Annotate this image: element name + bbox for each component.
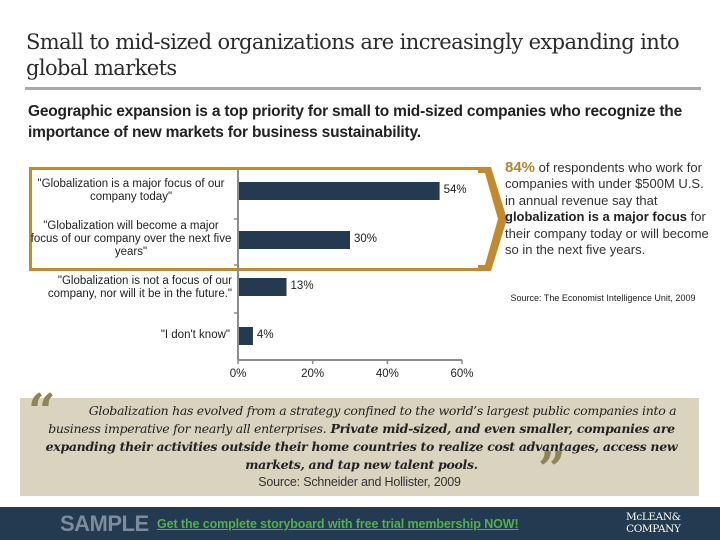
value-label-0: 54% bbox=[443, 184, 467, 196]
x-tick-label-1: 20% bbox=[301, 368, 325, 380]
category-label-0: "Globalization is a major focus of our c… bbox=[37, 178, 225, 203]
trial-membership-link[interactable]: Get the complete storyboard with free tr… bbox=[157, 517, 519, 531]
value-label-2: 13% bbox=[290, 280, 314, 292]
x-tick-label-3: 60% bbox=[450, 368, 474, 380]
side-note-text-2: for their company today or will become s… bbox=[505, 209, 709, 258]
quote-source: Source: Schneider and Hollister, 2009 bbox=[258, 475, 461, 489]
close-quote-icon: ” bbox=[538, 442, 566, 498]
page-title: Small to mid-sized organizations are inc… bbox=[26, 30, 680, 80]
side-note-text-1: of respondents who work for companies wi… bbox=[505, 160, 704, 208]
highlight-percent: 84% bbox=[505, 159, 536, 176]
quote-part-1: Globalization has evolved from a strateg… bbox=[48, 403, 677, 436]
company-logo: McLEAN& COMPANY bbox=[626, 511, 681, 535]
quote-text: Globalization has evolved from a strateg… bbox=[34, 402, 689, 474]
x-tick-label-2: 40% bbox=[375, 368, 399, 380]
logo-line-1: McLEAN& bbox=[626, 511, 681, 523]
bar-1 bbox=[239, 231, 350, 249]
sample-label: SAMPLE bbox=[60, 511, 149, 536]
value-label-1: 30% bbox=[354, 233, 378, 245]
category-label-2: "Globalization is not a focus of our com… bbox=[47, 275, 232, 300]
highlight-chevron bbox=[478, 167, 507, 271]
bar-3 bbox=[239, 327, 253, 345]
page-subtitle: Geographic expansion is a top priority f… bbox=[28, 103, 682, 141]
quote-box: “ Globalization has evolved from a strat… bbox=[20, 388, 699, 498]
side-note-bold: globalization is a major focus bbox=[505, 209, 688, 225]
bar-chart bbox=[234, 167, 507, 364]
footer-bar: SAMPLE Get the complete storyboard with … bbox=[0, 507, 720, 540]
x-tick-label-0: 0% bbox=[229, 368, 247, 380]
quote-part-2: Private mid-sized, and even smaller, com… bbox=[45, 421, 678, 472]
category-label-1: "Globalization will become a major focus… bbox=[30, 220, 232, 258]
title-divider bbox=[25, 87, 701, 90]
logo-line-2: COMPANY bbox=[626, 523, 681, 535]
open-quote-icon: “ bbox=[28, 384, 56, 440]
bar-0 bbox=[239, 182, 440, 200]
value-label-3: 4% bbox=[256, 329, 274, 341]
side-source: Source: The Economist Intelligence Unit,… bbox=[510, 293, 696, 303]
bar-2 bbox=[239, 278, 287, 296]
side-note: 84% of respondents who work for companie… bbox=[505, 159, 710, 258]
highlight-box bbox=[29, 167, 478, 271]
category-label-3: "I don't know" bbox=[160, 329, 230, 341]
